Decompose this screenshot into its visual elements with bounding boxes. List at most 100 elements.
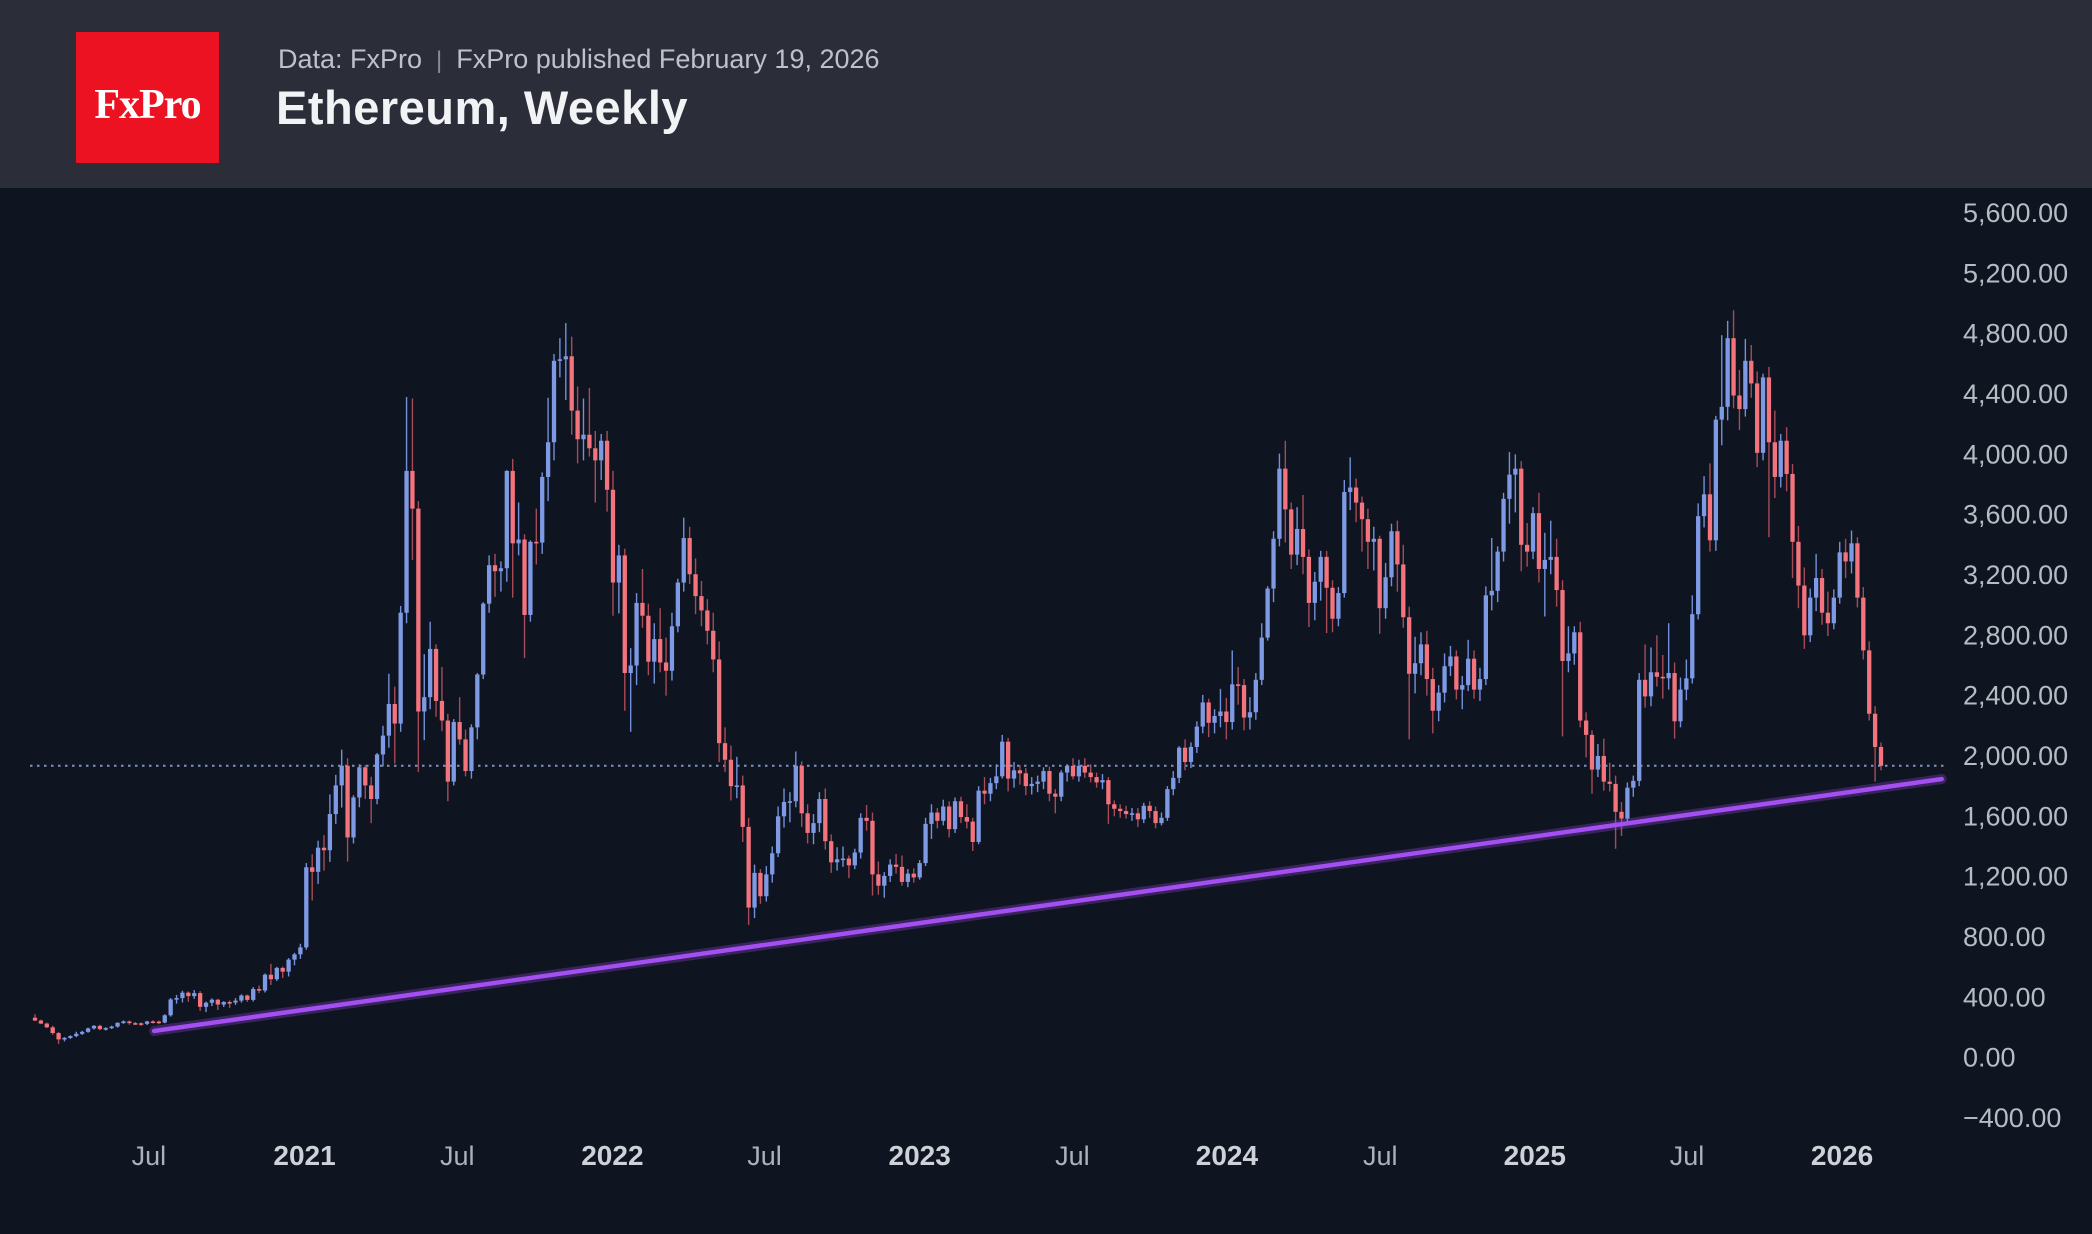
candle-up	[1383, 577, 1388, 609]
candle-up	[599, 440, 604, 461]
candle-up	[1483, 595, 1488, 680]
candle-up	[1831, 597, 1836, 624]
candle-down	[1613, 783, 1618, 812]
candle-down	[463, 739, 468, 772]
candle-down	[1241, 685, 1247, 718]
candle-up	[628, 665, 633, 674]
candle-up	[581, 434, 586, 440]
candle-down	[150, 1021, 156, 1024]
candle-up	[1265, 588, 1270, 638]
candle-up	[422, 697, 427, 712]
candle-up	[616, 555, 622, 583]
candle-up	[528, 541, 533, 615]
candle-down	[1772, 442, 1777, 477]
candle-down	[722, 743, 728, 760]
candle-up	[1725, 338, 1730, 407]
candle-down	[699, 596, 704, 611]
candle-up	[1159, 817, 1164, 824]
candle-up	[1141, 805, 1146, 820]
candle-down	[711, 630, 716, 660]
candle-down	[587, 434, 592, 449]
candle-up	[121, 1021, 126, 1024]
y-axis-label: 1,200.00	[1963, 862, 2068, 892]
candle-down	[1235, 684, 1241, 686]
y-axis-label: 5,200.00	[1963, 258, 2068, 288]
candle-up	[1418, 644, 1424, 664]
x-axis-label: Jul	[1055, 1141, 1090, 1171]
candle-down	[1082, 765, 1087, 773]
candle-up	[209, 999, 215, 1003]
candle-down	[1182, 747, 1188, 763]
candle-up	[1501, 498, 1506, 552]
candle-down	[1283, 468, 1288, 510]
candle-up	[1690, 614, 1695, 679]
candle-up	[988, 783, 993, 794]
candle-down	[1112, 804, 1117, 809]
support-trendline-line	[151, 776, 1944, 1034]
candle-down	[1053, 793, 1058, 797]
candle-down	[864, 817, 869, 821]
candle-down	[1766, 377, 1772, 443]
candle-up	[80, 1031, 85, 1034]
candle-down	[1088, 772, 1093, 778]
candle-down	[1855, 543, 1860, 598]
candle-up	[557, 359, 563, 361]
candle-up	[1342, 492, 1347, 594]
data-source-label: Data: FxPro	[278, 44, 423, 74]
chart-canvas[interactable]: 5,600.00 5,200.00 4,800.00 4,400.00 4,000.00…	[0, 188, 2092, 1234]
candle-up	[68, 1036, 73, 1038]
candle-down	[127, 1021, 132, 1024]
candle-up	[1076, 765, 1082, 777]
candle-up	[1294, 528, 1300, 555]
x-axis-label: 2023	[889, 1140, 951, 1171]
candle-down	[97, 1025, 103, 1030]
candle-up	[1336, 593, 1341, 619]
candle-down	[1106, 780, 1111, 805]
candle-down	[693, 574, 698, 597]
candle-down	[1289, 509, 1294, 555]
candle-up	[1813, 578, 1819, 598]
candle-down	[1017, 770, 1023, 774]
candle-up	[1837, 552, 1842, 598]
candle-down	[569, 356, 574, 411]
candle-down	[492, 565, 498, 572]
candle-down	[369, 785, 374, 799]
candle-down	[1401, 564, 1406, 618]
candle-down	[245, 995, 250, 1000]
candle-up	[1648, 672, 1654, 697]
candle-up	[811, 823, 816, 833]
candle-up	[351, 797, 356, 838]
candle-up	[91, 1025, 97, 1029]
candle-down	[310, 867, 315, 872]
candle-down	[215, 999, 220, 1005]
y-axis-label: 2,000.00	[1963, 741, 2068, 771]
candle-down	[829, 841, 834, 863]
candle-down	[805, 813, 810, 833]
candle-down	[392, 703, 397, 724]
candle-down	[846, 858, 852, 866]
y-axis-label: 3,600.00	[1963, 500, 2068, 530]
candle-down	[1224, 711, 1229, 723]
candle-up	[504, 470, 509, 569]
y-axis-label: 4,800.00	[1963, 319, 2068, 349]
x-axis-label: Jul	[132, 1141, 167, 1171]
candle-down	[1607, 781, 1612, 784]
candle-up	[103, 1028, 108, 1030]
candle-up	[952, 801, 958, 830]
candle-down	[1424, 644, 1430, 680]
candle-down	[1359, 502, 1365, 520]
candle-up	[1200, 702, 1205, 727]
candle-up	[1477, 679, 1483, 690]
candle-down	[1796, 541, 1801, 586]
candle-down	[345, 765, 350, 838]
header-meta: Data: FxPro | FxPro published February 19,…	[278, 44, 880, 75]
candle-down	[1536, 513, 1542, 569]
candle-up	[1171, 777, 1176, 790]
candle-down	[1642, 679, 1648, 697]
candle-up	[976, 790, 981, 842]
candle-up	[1513, 468, 1518, 475]
candle-down	[728, 759, 734, 787]
candle-up	[1637, 679, 1642, 781]
candle-down	[1324, 556, 1329, 588]
candle-down	[1707, 494, 1713, 541]
